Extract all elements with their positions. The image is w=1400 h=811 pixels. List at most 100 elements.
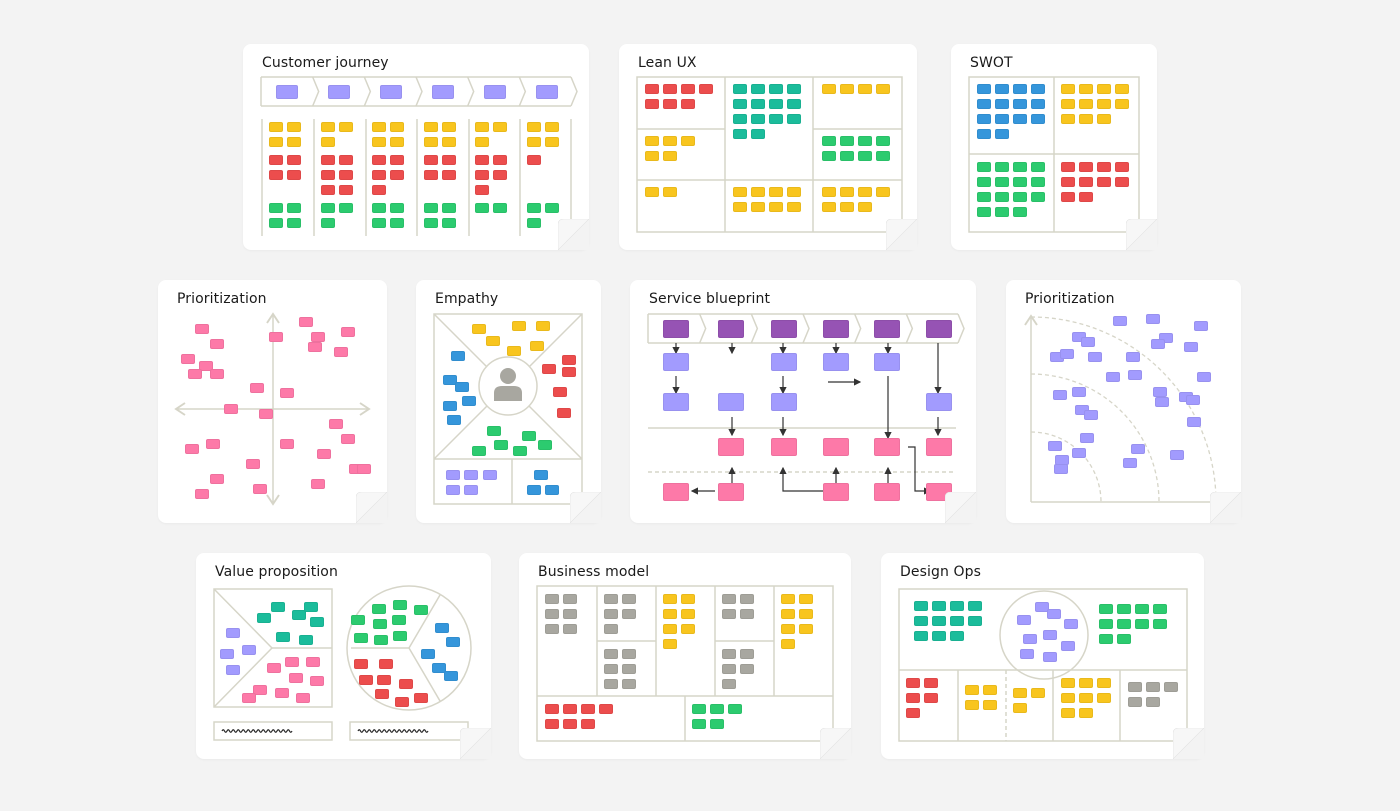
sticky-note[interactable] [299, 317, 313, 327]
sticky-note[interactable] [351, 615, 365, 625]
sticky-note[interactable] [493, 122, 507, 132]
sticky-note[interactable] [787, 99, 801, 109]
sticky-note[interactable] [563, 719, 577, 729]
sticky-note[interactable] [977, 192, 991, 202]
sticky-note[interactable] [432, 85, 454, 99]
sticky-note[interactable] [663, 136, 677, 146]
sticky-note[interactable] [1097, 693, 1111, 703]
sticky-note[interactable] [604, 609, 618, 619]
sticky-note[interactable] [604, 649, 618, 659]
sticky-note[interactable] [393, 631, 407, 641]
sticky-note[interactable] [1097, 162, 1111, 172]
sticky-note[interactable] [349, 464, 363, 474]
sticky-note[interactable] [359, 675, 373, 685]
sticky-note[interactable] [1061, 84, 1075, 94]
sticky-note[interactable] [799, 624, 813, 634]
sticky-note[interactable] [341, 327, 355, 337]
sticky-note[interactable] [787, 114, 801, 124]
sticky-note[interactable] [1013, 688, 1027, 698]
sticky-note[interactable] [486, 336, 500, 346]
sticky-note[interactable] [681, 99, 695, 109]
sticky-note[interactable] [751, 114, 765, 124]
sticky-note[interactable] [733, 187, 747, 197]
sticky-note[interactable] [751, 99, 765, 109]
sticky-note[interactable] [414, 693, 428, 703]
sticky-note[interactable] [1079, 114, 1093, 124]
sticky-note[interactable] [321, 122, 335, 132]
sticky-note[interactable] [310, 617, 324, 627]
sticky-note[interactable] [220, 649, 234, 659]
sticky-note[interactable] [513, 446, 527, 456]
sticky-note[interactable] [1053, 390, 1067, 400]
sticky-note[interactable] [553, 387, 567, 397]
sticky-note[interactable] [1079, 99, 1093, 109]
sticky-note[interactable] [822, 136, 836, 146]
sticky-note[interactable] [562, 367, 576, 377]
sticky-note[interactable] [932, 616, 946, 626]
sticky-note[interactable] [545, 594, 559, 604]
sticky-note[interactable] [446, 637, 460, 647]
sticky-note[interactable] [681, 136, 695, 146]
sticky-note[interactable] [287, 122, 301, 132]
sticky-note[interactable] [740, 664, 754, 674]
sticky-note[interactable] [1023, 634, 1037, 644]
sticky-note[interactable] [932, 601, 946, 611]
sticky-note[interactable] [722, 594, 736, 604]
sticky-note[interactable] [977, 162, 991, 172]
sticky-note[interactable] [538, 440, 552, 450]
sticky-note[interactable] [733, 114, 747, 124]
sticky-note[interactable] [699, 84, 713, 94]
sticky-note[interactable] [822, 151, 836, 161]
sticky-note[interactable] [1186, 395, 1200, 405]
sticky-note[interactable] [280, 439, 294, 449]
sticky-note[interactable] [527, 203, 541, 213]
sticky-note[interactable] [728, 704, 742, 714]
sticky-note[interactable] [527, 122, 541, 132]
sticky-note[interactable] [1113, 316, 1127, 326]
sticky-note[interactable] [932, 631, 946, 641]
sticky-note[interactable] [1153, 387, 1167, 397]
sticky-note[interactable] [968, 616, 982, 626]
template-card-design-ops[interactable]: Design Ops [881, 553, 1204, 759]
sticky-note[interactable] [1013, 99, 1027, 109]
sticky-note[interactable] [287, 218, 301, 228]
sticky-note[interactable] [328, 85, 350, 99]
sticky-note[interactable] [1146, 697, 1160, 707]
sticky-note[interactable] [1115, 162, 1129, 172]
sticky-note[interactable] [442, 137, 456, 147]
sticky-note[interactable] [527, 218, 541, 228]
sticky-note[interactable] [995, 114, 1009, 124]
sticky-note[interactable] [310, 676, 324, 686]
sticky-note[interactable] [840, 136, 854, 146]
sticky-note[interactable] [983, 700, 997, 710]
sticky-note[interactable] [1079, 693, 1093, 703]
sticky-note[interactable] [321, 185, 335, 195]
sticky-note[interactable] [269, 170, 283, 180]
sticky-note[interactable] [733, 99, 747, 109]
sticky-note[interactable] [464, 485, 478, 495]
sticky-note[interactable] [906, 678, 920, 688]
sticky-note[interactable] [950, 616, 964, 626]
sticky-note[interactable] [822, 202, 836, 212]
sticky-note[interactable] [604, 664, 618, 674]
sticky-note[interactable] [1020, 649, 1034, 659]
sticky-note[interactable] [663, 624, 677, 634]
sticky-note[interactable] [906, 708, 920, 718]
sticky-note[interactable] [722, 649, 736, 659]
sticky-note[interactable] [710, 719, 724, 729]
sticky-note[interactable] [246, 459, 260, 469]
sticky-note[interactable] [379, 659, 393, 669]
sticky-note[interactable] [1031, 114, 1045, 124]
sticky-note[interactable] [751, 84, 765, 94]
sticky-note[interactable] [292, 610, 306, 620]
sticky-note[interactable] [475, 170, 489, 180]
sticky-note[interactable] [545, 624, 559, 634]
sticky-note[interactable] [563, 704, 577, 714]
sticky-note[interactable] [442, 170, 456, 180]
sticky-note[interactable] [321, 170, 335, 180]
sticky-note[interactable] [269, 137, 283, 147]
sticky-note[interactable] [530, 341, 544, 351]
sticky-note[interactable] [663, 187, 677, 197]
sticky-note[interactable] [710, 704, 724, 714]
sticky-note[interactable] [545, 122, 559, 132]
